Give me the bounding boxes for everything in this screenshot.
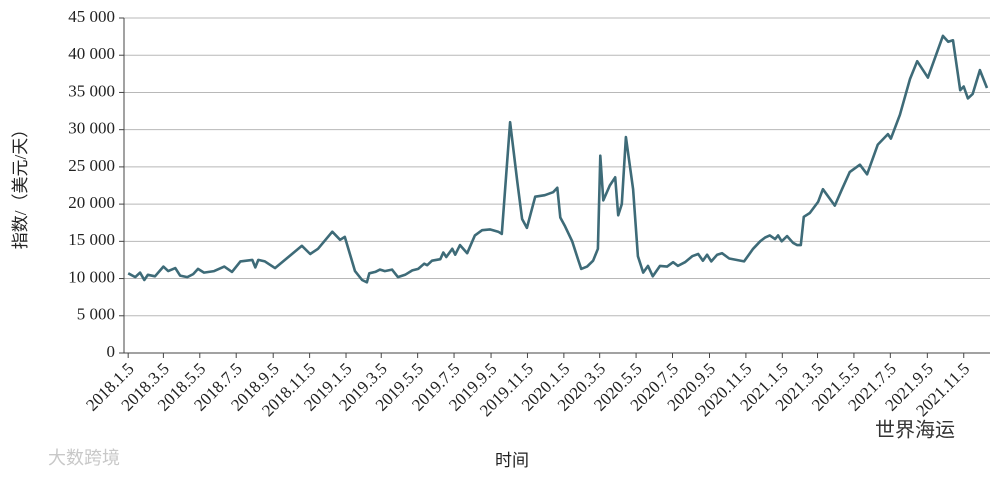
watermark: 大数跨境: [48, 448, 120, 468]
y-tick-label: 0: [107, 342, 116, 361]
x-axis-label: 时间: [495, 451, 529, 470]
y-tick-label: 15 000: [68, 230, 115, 249]
y-tick-label: 40 000: [68, 44, 115, 63]
y-tick-label: 5 000: [77, 305, 115, 324]
y-tick-label: 30 000: [68, 119, 115, 138]
y-tick-label: 25 000: [68, 156, 115, 175]
watermark: 世界海运: [875, 419, 955, 442]
y-axis-label: 指数/（美元/天）: [11, 121, 30, 249]
y-tick-label: 45 000: [68, 7, 115, 26]
line-series: [127, 34, 989, 284]
y-tick-label: 10 000: [68, 267, 115, 286]
y-tick-label: 20 000: [68, 193, 115, 212]
y-tick-label: 35 000: [68, 81, 115, 100]
